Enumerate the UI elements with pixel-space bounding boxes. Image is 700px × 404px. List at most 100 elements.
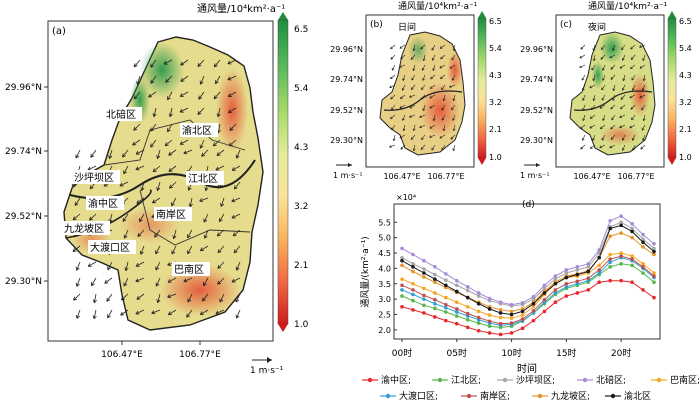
y-tick-label: 3.5 bbox=[378, 280, 391, 289]
wind-vector-head bbox=[217, 264, 222, 269]
series-line bbox=[401, 280, 655, 336]
wind-vector bbox=[632, 84, 636, 91]
wind-vector bbox=[601, 94, 606, 101]
district-box bbox=[186, 171, 224, 185]
wind-vector bbox=[622, 84, 626, 91]
wind-vector-head bbox=[135, 150, 140, 155]
data-point bbox=[597, 271, 602, 275]
wind-vector bbox=[399, 64, 406, 68]
wind-vector-head bbox=[642, 78, 646, 82]
lat-tick-label: 29.52°N bbox=[520, 106, 553, 115]
chart-d-label: (d) bbox=[522, 200, 535, 210]
wind-vector-head bbox=[639, 45, 642, 48]
wind-vector-head bbox=[441, 117, 445, 121]
wind-vector-head bbox=[167, 262, 172, 267]
wind-vector bbox=[125, 261, 129, 271]
colorbar-title: 通风量/10⁴km²·a⁻¹ bbox=[197, 3, 285, 15]
data-point bbox=[630, 254, 634, 258]
data-point bbox=[487, 296, 492, 301]
wind-vector bbox=[135, 149, 145, 155]
wind-vector-head bbox=[432, 68, 436, 71]
wind-vector bbox=[622, 54, 626, 61]
wind-vector-head bbox=[215, 80, 219, 85]
colorbar-b: 通风量/10⁴km²·a⁻¹ 6.5 5.4 4.3 3.2 2.1 1.0 bbox=[398, 1, 502, 165]
lat-tick-label: 29.74°N bbox=[5, 147, 42, 157]
lat-tick-label: 29.30°N bbox=[5, 277, 42, 287]
wind-vector-head bbox=[180, 77, 185, 82]
wind-vector bbox=[135, 309, 145, 315]
map-a-green-north bbox=[140, 42, 184, 98]
wind-vector-head bbox=[429, 126, 433, 129]
wind-vector-head bbox=[123, 170, 127, 175]
data-point bbox=[400, 288, 404, 292]
wind-vector bbox=[452, 144, 456, 151]
data-point bbox=[487, 331, 492, 335]
wind-vector bbox=[439, 44, 446, 49]
data-point bbox=[586, 276, 591, 281]
colorbar-bottom-arrow bbox=[668, 158, 676, 165]
data-point bbox=[498, 315, 503, 320]
wind-vector-head bbox=[204, 187, 209, 191]
wind-vector-head bbox=[642, 138, 645, 141]
district-label: 渝北区 bbox=[182, 124, 212, 137]
wind-vector bbox=[639, 94, 646, 99]
data-point bbox=[575, 268, 580, 272]
wind-vector-head bbox=[235, 314, 240, 319]
district-label: 渝中区 bbox=[88, 197, 118, 210]
legend-label: 渝中区; bbox=[381, 374, 411, 386]
wind-vector-head bbox=[119, 182, 124, 187]
wind-vector bbox=[409, 114, 416, 118]
wind-vector bbox=[236, 149, 241, 159]
chart-d-multiplier: ×10⁴ bbox=[396, 193, 416, 202]
wind-vector-head bbox=[449, 85, 452, 88]
data-point bbox=[454, 289, 459, 294]
wind-vector-head bbox=[106, 297, 111, 302]
wind-vector bbox=[411, 74, 416, 81]
wind-vector bbox=[76, 277, 81, 287]
wind-vector bbox=[390, 44, 396, 50]
data-point bbox=[619, 214, 623, 218]
wind-vector bbox=[440, 74, 446, 80]
data-point bbox=[465, 288, 470, 293]
wind-vector bbox=[198, 91, 205, 100]
data-point bbox=[476, 315, 481, 320]
wind-vector-head bbox=[630, 66, 633, 70]
wind-vector bbox=[399, 44, 406, 49]
panel-a-lon-ticks: 106.47°E 106.77°E bbox=[101, 341, 221, 360]
wind-vector bbox=[589, 114, 596, 119]
data-point bbox=[465, 317, 470, 322]
data-point bbox=[564, 275, 569, 280]
data-point bbox=[608, 252, 612, 257]
wind-vector bbox=[140, 245, 145, 255]
wind-vector-head bbox=[610, 126, 614, 130]
wind-vector-head bbox=[400, 96, 403, 100]
wind-vector bbox=[183, 277, 193, 283]
wind-vector bbox=[413, 144, 416, 151]
wind-vector bbox=[123, 277, 129, 287]
legend-marker bbox=[466, 393, 472, 399]
data-point bbox=[411, 265, 415, 269]
wind-vector-head bbox=[452, 118, 455, 121]
data-point bbox=[531, 318, 536, 323]
data-point bbox=[586, 269, 591, 274]
wind-vector bbox=[213, 59, 221, 68]
wind-vector-head bbox=[199, 311, 204, 315]
wind-vector bbox=[151, 309, 161, 314]
legend-label: 北碚区; bbox=[596, 374, 626, 386]
wind-vector-head bbox=[610, 137, 614, 140]
district-labels: 北碚区 渝北区 沙坪坝区 江北区 渝中区 南岸区 九龙坡区 大渡口区 巴南区 bbox=[62, 107, 224, 276]
wind-vector bbox=[212, 139, 221, 147]
data-point bbox=[400, 277, 404, 281]
wind-vector bbox=[443, 124, 446, 131]
wind-vector bbox=[443, 94, 446, 101]
wind-vector-head bbox=[89, 216, 94, 221]
lon-tick-label: 106.77°E bbox=[427, 172, 464, 181]
wind-vector bbox=[390, 74, 396, 80]
colorbar-tick: 5.4 bbox=[489, 44, 502, 53]
wind-vector-head bbox=[452, 128, 456, 132]
lat-tick-label: 29.30°N bbox=[520, 136, 553, 145]
wind-vector bbox=[410, 84, 416, 90]
data-point bbox=[509, 331, 514, 335]
wind-vector bbox=[168, 309, 177, 316]
data-point bbox=[553, 288, 558, 292]
